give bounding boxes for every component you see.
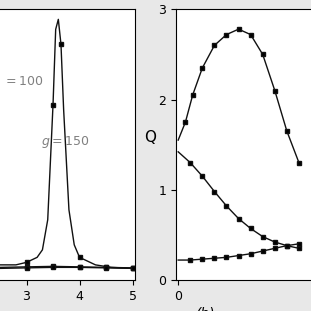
Text: (b): (b)	[196, 307, 216, 311]
Y-axis label: Q: Q	[144, 130, 156, 145]
Text: $g = 150$: $g = 150$	[40, 134, 89, 150]
Text: $= 100$: $= 100$	[3, 75, 43, 88]
